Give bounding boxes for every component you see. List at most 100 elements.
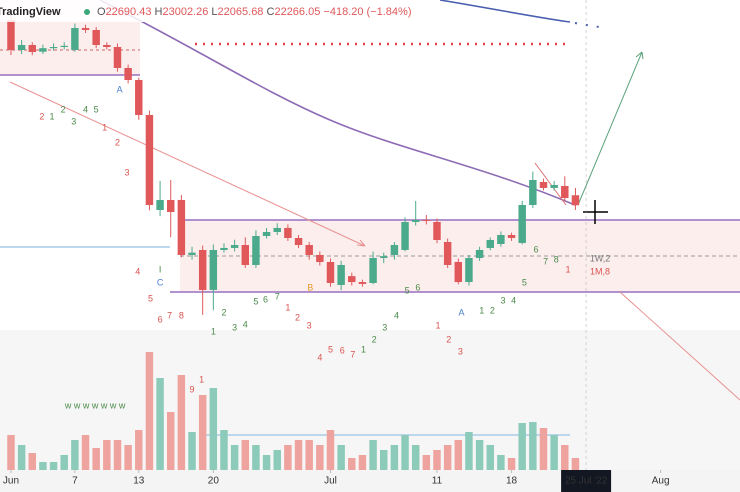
volume-bar: [497, 455, 505, 470]
arrow-head: [356, 239, 366, 247]
volume-bar: [316, 445, 324, 470]
candle-body: [326, 261, 335, 284]
annotation: 5: [94, 104, 99, 114]
candle-body: [443, 241, 452, 265]
candle-body: [28, 45, 36, 53]
volume-bar: [561, 445, 569, 470]
volume-bar: [209, 388, 218, 470]
ohlc-value: 23002.26: [162, 6, 208, 18]
annotation: 1: [436, 320, 441, 330]
trend-line: [9, 81, 366, 247]
candle-body: [571, 195, 580, 206]
annotation: 4: [317, 352, 322, 362]
x-tick-label: 20: [208, 476, 220, 487]
x-tick-label: 18: [506, 476, 518, 487]
candle-body: [401, 221, 409, 250]
volume-bar: [252, 445, 260, 470]
crosshair-label: 25 Jul '22: [565, 476, 608, 487]
candle-body: [561, 185, 569, 198]
annotation: w w w w w w w: [64, 400, 126, 410]
ohlc-legend: O22690.43 H23002.26 L22065.68 C22266.05 …: [97, 6, 412, 18]
volume-bar: [167, 412, 175, 470]
annotation: 7: [350, 349, 355, 359]
x-axis: [0, 470, 740, 492]
volume-bar: [135, 430, 143, 470]
annotation: 1: [49, 111, 54, 121]
volume-bar: [262, 455, 271, 470]
annotation: 2: [115, 137, 120, 147]
arrow-head: [635, 51, 644, 60]
annotation: 5: [522, 277, 527, 287]
volume-bar: [475, 440, 484, 470]
annotation: 6: [340, 345, 345, 355]
ohlc-label: C: [267, 6, 275, 18]
candle-body: [518, 204, 526, 243]
volume-bar: [177, 375, 186, 470]
change-pct: (−1.84%): [367, 6, 412, 18]
annotation: 5: [148, 293, 153, 303]
candle-body: [145, 114, 154, 205]
change: −418.20: [323, 6, 363, 18]
volume-bar: [433, 450, 441, 470]
volume-bar: [71, 440, 79, 470]
volume-bar: [422, 455, 431, 470]
volume-bar: [113, 440, 122, 470]
candle-body: [124, 67, 132, 80]
header-bg: [0, 0, 400, 22]
annotation: 8: [554, 254, 559, 264]
volume-bar: [529, 422, 537, 470]
ohlc-value: 22266.05: [274, 6, 320, 18]
annotation: 4: [83, 104, 88, 114]
trend-line: [619, 291, 740, 401]
volume-bar: [145, 352, 154, 470]
candle-body: [294, 237, 303, 245]
annotation: 7: [543, 256, 548, 266]
volume-bar: [443, 445, 452, 470]
candle-body: [507, 235, 516, 238]
annotation: 3: [125, 167, 130, 177]
annotation: 3: [382, 322, 387, 332]
volume-bar: [39, 462, 47, 470]
volume-bar: [198, 395, 207, 470]
volume-bar: [486, 445, 494, 470]
annotation: 4: [394, 310, 399, 320]
candle-body: [550, 184, 558, 188]
annotation: 1: [102, 122, 107, 132]
candles: [7, 9, 580, 470]
candle-body: [71, 27, 79, 50]
annotation: 1: [211, 326, 216, 336]
brand: TradingView: [0, 6, 61, 18]
ma-projection: [574, 22, 606, 29]
volume-bar: [7, 435, 15, 470]
annotation: 2: [295, 312, 300, 322]
annotation: 9: [190, 384, 195, 394]
volume-bar: [411, 445, 420, 470]
annotation: 3: [501, 295, 506, 305]
annotation: 2: [39, 111, 44, 121]
annotation: B: [307, 282, 313, 292]
annotation: 6: [158, 314, 163, 324]
candle-body: [358, 282, 367, 284]
annotation: 2: [61, 104, 66, 114]
annotation: 3: [307, 320, 312, 330]
annotation-arrow: [534, 162, 567, 206]
volume-bar: [220, 430, 228, 470]
candle-body: [188, 252, 196, 255]
annotation: I: [159, 264, 162, 274]
candle-body: [198, 249, 207, 290]
annotation: 1W,2: [590, 253, 611, 263]
x-tick-label: Jul: [324, 476, 337, 487]
candle-body: [60, 45, 68, 47]
annotation: 5: [405, 285, 410, 295]
annotation: 6: [534, 244, 539, 254]
annotation: 2: [221, 307, 226, 317]
candle-body: [39, 48, 47, 52]
volume-bar: [60, 455, 68, 470]
volume-bar: [305, 440, 313, 470]
ohlc-label: H: [155, 6, 163, 18]
annotation: C: [157, 277, 164, 287]
x-tick-label: 13: [133, 476, 145, 487]
volume-bar: [273, 450, 281, 470]
candle-body: [454, 261, 463, 283]
